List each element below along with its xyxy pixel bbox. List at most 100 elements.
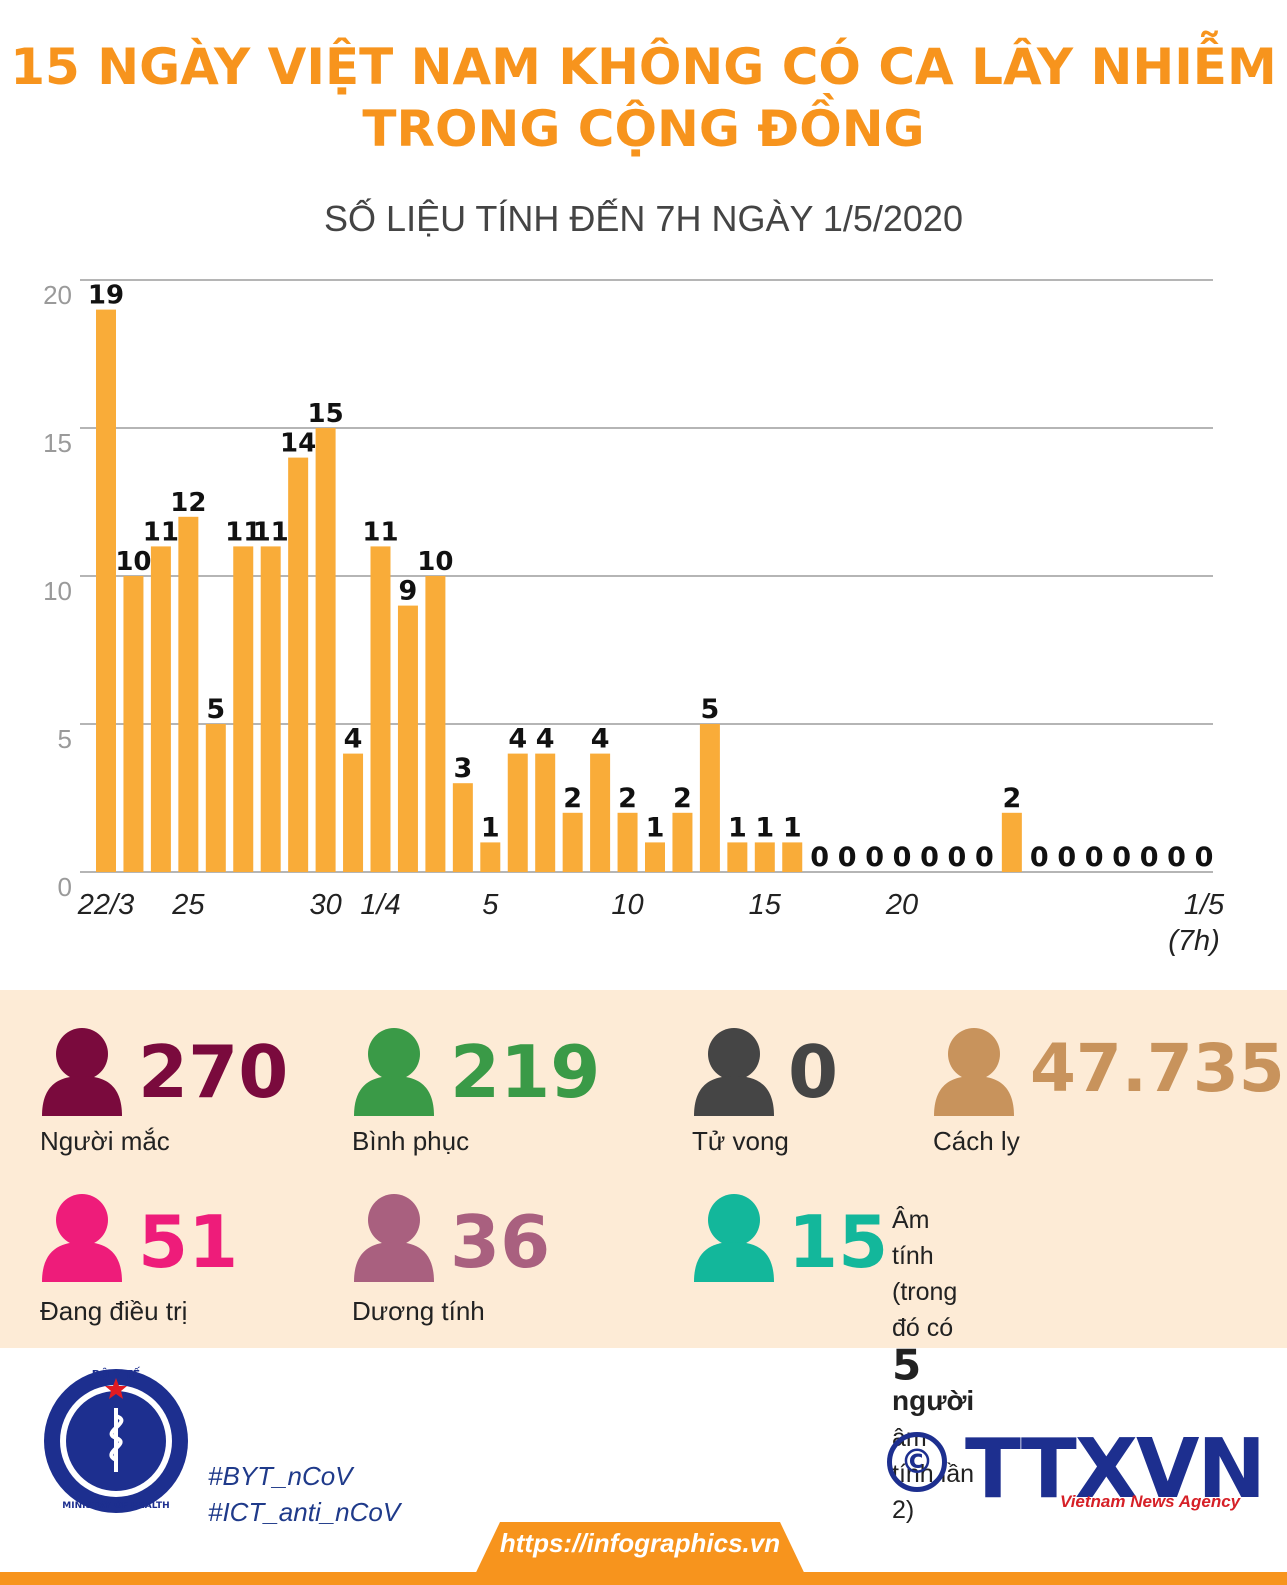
stat-value: 0 (788, 1030, 839, 1114)
bar-value-label: 11 (253, 517, 289, 547)
stat-label: Cách ly (933, 1126, 1020, 1156)
bar-value-label: 2 (1002, 783, 1021, 814)
bar-value-label: 5 (701, 694, 720, 725)
bar (370, 546, 391, 872)
bar-value-label: 0 (1140, 842, 1159, 873)
bar-value-label: 0 (1057, 842, 1076, 873)
bar (507, 753, 528, 872)
bar-value-label: 2 (563, 783, 582, 814)
bar-value-label: 0 (1030, 842, 1049, 873)
negative-line-1: Âm tính (892, 1206, 934, 1270)
bar-value-label: 1 (481, 812, 500, 843)
bar-value-label: 0 (920, 842, 939, 873)
bar (480, 842, 501, 872)
bar (397, 605, 418, 872)
ministry-of-health-logo: BỘ Y TẾ MINISTRY OF HEALTH (44, 1366, 188, 1513)
bar-value-label: 0 (948, 842, 967, 873)
y-tick-label: 5 (58, 724, 72, 754)
url-tab (470, 1522, 810, 1585)
x-tick-label: 15 (749, 889, 782, 921)
stat-label: Bình phục (352, 1126, 470, 1156)
person-icon (694, 1028, 774, 1116)
bar (178, 516, 199, 872)
bar-value-label: 1 (646, 812, 665, 843)
ministry-bottom-text: MINISTRY OF HEALTH (62, 1501, 169, 1511)
person-icon (42, 1194, 122, 1282)
bar (617, 812, 638, 872)
negative-line-2-post: người (892, 1385, 975, 1417)
bar-value-label: 0 (810, 842, 829, 873)
bar (782, 842, 803, 872)
stat-value: 219 (450, 1030, 601, 1114)
hashtag-ict[interactable]: #ICT_anti_nCoV (208, 1497, 401, 1527)
bar (315, 428, 336, 872)
bar (425, 576, 446, 872)
bar-value-label: 0 (975, 842, 994, 873)
bar-value-label: 0 (865, 842, 884, 873)
negative-line-2: (trong đó có 5 người (892, 1274, 974, 1420)
bar-value-label: 1 (728, 812, 747, 843)
serpent-icon (109, 1414, 124, 1462)
x-tick-label: 1/5 (1184, 889, 1225, 921)
stat-value: 51 (138, 1200, 239, 1284)
hashtags: #BYT_nCoV #ICT_anti_nCoV (208, 1458, 400, 1530)
bar (233, 546, 254, 872)
person-icon (694, 1194, 774, 1282)
site-url-link[interactable]: https://infographics.vn (499, 1528, 781, 1558)
person-head-shape (708, 1194, 760, 1246)
stat-value: 47.735 (1030, 1030, 1285, 1107)
agency-name: Vietnam News Agency (1060, 1492, 1241, 1511)
bar (1001, 812, 1022, 872)
bar (672, 812, 693, 872)
y-tick-label: 0 (58, 872, 72, 902)
bar (343, 753, 364, 872)
bar (150, 546, 171, 872)
bar (727, 842, 748, 872)
x-tick-label: 10 (611, 889, 643, 921)
person-icon (934, 1028, 1014, 1116)
bar-value-label: 11 (225, 517, 261, 547)
bar (452, 783, 473, 872)
bar-value-label: 0 (1167, 842, 1186, 873)
bar-value-label: 5 (206, 694, 225, 725)
footer: BỘ Y TẾ MINISTRY OF HEALTH (0, 1348, 1287, 1585)
bar-value-label: 11 (143, 517, 179, 547)
bar (590, 753, 611, 872)
bar (288, 457, 309, 872)
hashtag-byt[interactable]: #BYT_nCoV (208, 1461, 353, 1491)
bar-value-label: 0 (893, 842, 912, 873)
bar (535, 753, 556, 872)
stat-label: Người mắc (40, 1126, 170, 1156)
bar-value-label: 19 (88, 281, 124, 311)
x-tick-extra: (7h) (1168, 925, 1220, 957)
bar-value-label: 10 (417, 547, 453, 577)
x-tick-label: 1/4 (360, 889, 400, 921)
bar (562, 812, 583, 872)
stats-panel: 270 Người mắc 219 Bình phục 0 Tử vong 47.73… (0, 990, 1287, 1524)
negative-line-2-pre: (trong đó có (892, 1278, 958, 1342)
page-title: 15 NGÀY VIỆT NAM KHÔNG CÓ CA LÂY NHIỄM T… (0, 36, 1287, 160)
x-tick-label: 22/3 (77, 889, 134, 921)
y-tick-label: 10 (43, 576, 72, 606)
bar-value-label: 11 (362, 517, 398, 547)
bar-value-label: 4 (344, 724, 363, 755)
bar-value-label: 4 (591, 724, 610, 755)
y-tick-label: 15 (43, 428, 72, 458)
x-tick-label: 20 (885, 889, 918, 921)
bar (645, 842, 665, 872)
y-tick-label: 20 (43, 280, 72, 310)
bar (205, 724, 226, 872)
bar-value-label: 3 (453, 753, 472, 784)
bar-value-label: 1 (783, 812, 802, 843)
bar-value-label: 15 (308, 399, 344, 429)
x-tick-label: 5 (482, 889, 499, 921)
negative-value: 15 (788, 1200, 889, 1284)
bar-value-label: 14 (280, 429, 316, 459)
ministry-top-text: BỘ Y TẾ (92, 1366, 141, 1381)
title-line-2: TRONG CỘNG ĐỒNG (362, 100, 925, 158)
bar (699, 724, 720, 872)
x-tick-label: 30 (309, 889, 341, 921)
stat-label: Dương tính (352, 1296, 485, 1326)
page-subtitle: SỐ LIỆU TÍNH ĐẾN 7H NGÀY 1/5/2020 (324, 198, 963, 239)
